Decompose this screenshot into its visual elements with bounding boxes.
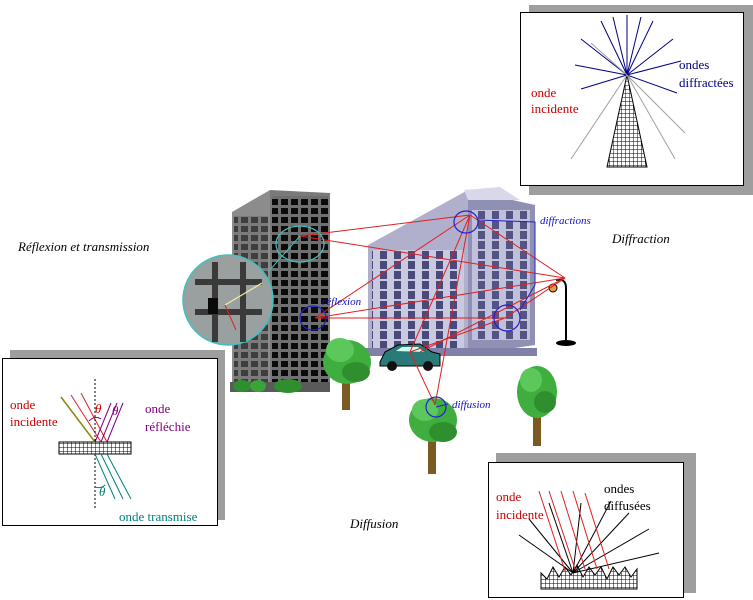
diffusion-title: Diffusion <box>350 516 399 531</box>
diffraction-panel <box>520 12 744 186</box>
diffusion-marker-label: diffusion <box>452 399 491 411</box>
zoom-circle <box>182 235 301 346</box>
bushes <box>233 379 302 393</box>
diffraction-incident-label: onde <box>531 85 557 100</box>
tree-front <box>409 398 457 474</box>
diffusion-incident-label-2: incidente <box>496 507 544 522</box>
diffraction-title: Diffraction <box>612 231 670 246</box>
diffractions-marker-label: diffractions <box>540 215 591 227</box>
diffracted-waves-label-2: diffractées <box>679 75 734 90</box>
reflexion-transmission-title: Réflexion et transmission <box>18 239 150 254</box>
reflected-wave-label-2: réfléchie <box>145 419 191 434</box>
reflexion-incident-label-2: incidente <box>10 414 58 429</box>
event-markers <box>275 210 536 418</box>
diffused-waves-label: ondes <box>604 481 635 496</box>
reflexion-marker-label: réflexion <box>322 296 362 308</box>
diffusion-incident-label: onde <box>496 489 522 504</box>
diffused-waves-label-2: diffusées <box>604 498 651 513</box>
reflexion-drawing <box>58 379 132 509</box>
diffraction-incident-label-2: incidente <box>531 101 579 116</box>
reflected-wave-label: onde <box>145 401 171 416</box>
diffracted-waves-label: ondes <box>679 57 710 72</box>
theta-transmitted-symbol: θ <box>99 484 106 499</box>
diffraction-drawing <box>570 15 686 168</box>
street-lamp <box>548 278 576 346</box>
diffusion-drawing <box>518 490 660 590</box>
propagation-rays <box>299 214 566 406</box>
reflexion-panel <box>2 358 218 526</box>
transmitted-wave-label: onde transmise <box>119 509 198 524</box>
theta-reflected-symbol: θ <box>112 403 119 418</box>
theta-incident-symbol: θ <box>95 401 102 416</box>
reflexion-incident-label: onde <box>10 397 36 412</box>
diffusion-panel <box>488 462 684 598</box>
tree-center <box>323 338 371 410</box>
tree-right <box>517 366 557 446</box>
